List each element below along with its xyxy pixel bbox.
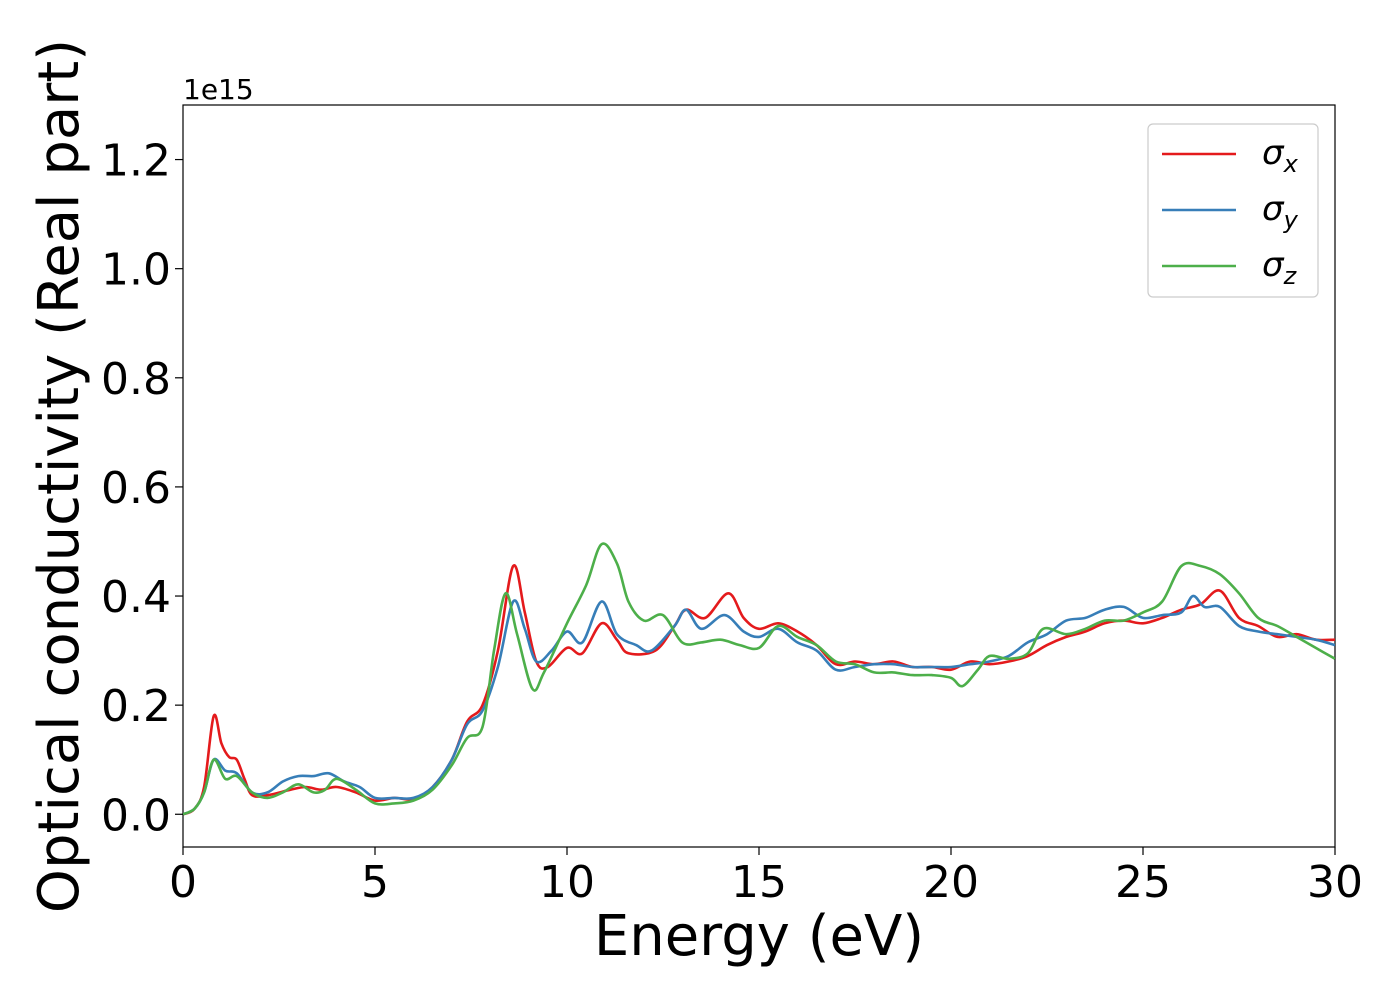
y-tick-label: 0.4 (101, 572, 171, 623)
x-axis-title: Energy (eV) (594, 904, 924, 969)
x-tick-label: 10 (539, 857, 595, 908)
plot-area-frame (182, 104, 1336, 848)
y-tick-label: 0.8 (101, 354, 171, 405)
x-tick-label: 30 (1307, 857, 1363, 908)
y-tick-label: 1.2 (101, 136, 171, 187)
legend-label-sigma-x: σx (1262, 133, 1299, 178)
y-axis-title: Optical conductivity (Real part) (27, 39, 92, 913)
y-offset-label: 1e15 (183, 73, 254, 106)
y-axis-ticks: 0.0 0.2 0.4 0.6 0.8 1.0 1.2 (101, 136, 183, 841)
y-tick-label: 0.6 (101, 463, 171, 514)
series-lines (183, 542, 1335, 816)
y-tick-label: 1.0 (101, 245, 171, 296)
legend-label-sigma-y: σy (1262, 189, 1299, 234)
x-tick-label: 5 (361, 857, 389, 908)
legend-label-sigma-z: σz (1262, 245, 1298, 290)
x-tick-label: 20 (923, 857, 979, 908)
legend: σx σy σz (1147, 123, 1319, 298)
x-tick-label: 15 (731, 857, 787, 908)
x-tick-label: 0 (169, 857, 197, 908)
series-line-sigma-z (183, 542, 1335, 816)
x-axis-ticks: 0 5 10 15 20 25 30 (169, 847, 1363, 908)
y-tick-label: 0.0 (101, 790, 171, 841)
x-tick-label: 25 (1115, 857, 1171, 908)
y-tick-label: 0.2 (101, 681, 171, 732)
